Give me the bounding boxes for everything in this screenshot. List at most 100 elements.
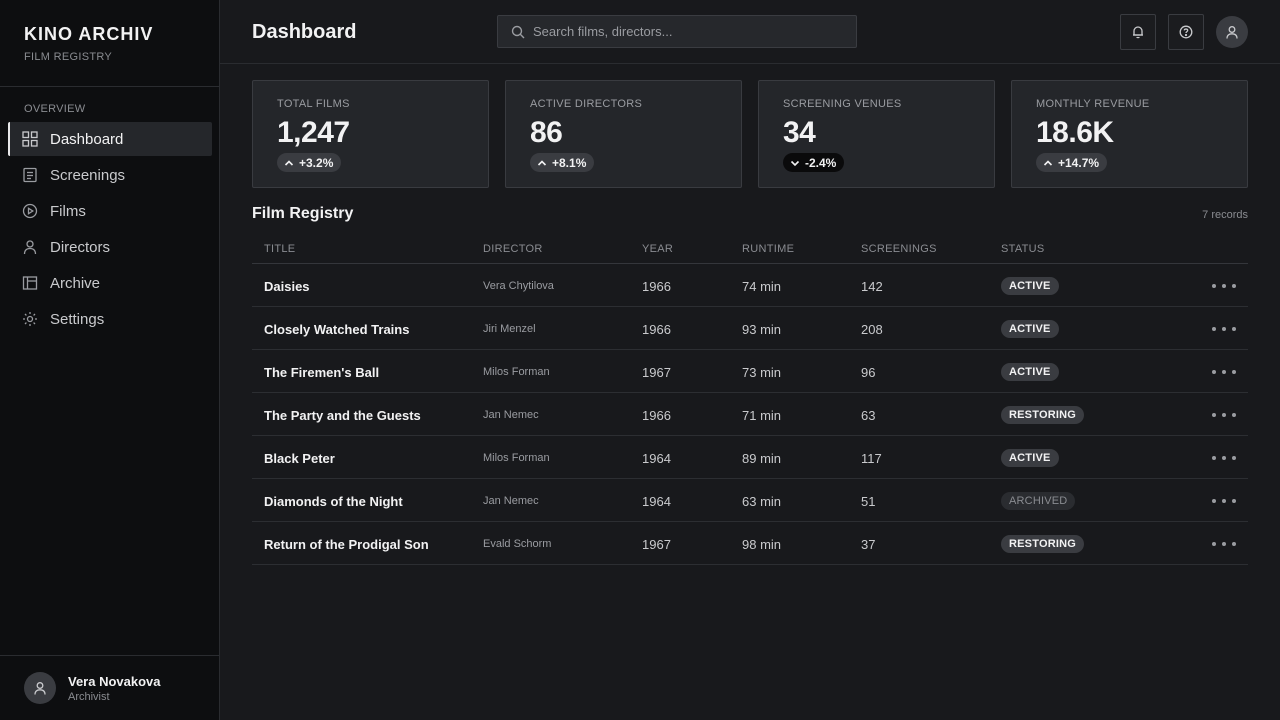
row-actions-button[interactable] xyxy=(1212,408,1236,422)
help-icon xyxy=(1179,25,1193,39)
film-title[interactable]: Black Peter xyxy=(264,451,335,466)
film-screenings: 208 xyxy=(861,322,883,337)
stat-label: TOTAL FILMS xyxy=(277,98,350,110)
stat-value: 86 xyxy=(530,116,563,149)
film-director: Jan Nemec xyxy=(483,409,539,421)
row-actions-button[interactable] xyxy=(1212,365,1236,379)
user-avatar-button[interactable] xyxy=(1216,16,1248,48)
table-row[interactable]: Diamonds of the Night Jan Nemec 1964 63 min… xyxy=(252,479,1248,522)
page-title: Dashboard xyxy=(252,21,357,43)
stat-value: 1,247 xyxy=(277,116,350,149)
more-dots-icon xyxy=(1222,456,1226,460)
status-badge: ARCHIVED xyxy=(1001,492,1076,510)
film-runtime: 74 min xyxy=(742,279,782,294)
sidebar-item-directors[interactable]: Directors xyxy=(8,230,212,264)
sidebar-item-archive[interactable]: Archive xyxy=(8,266,212,300)
film-screenings: 117 xyxy=(861,451,882,466)
film-screenings: 63 xyxy=(861,408,876,423)
sidebar-divider xyxy=(0,86,219,87)
table-row[interactable]: The Firemen's Ball Milos Forman 1967 73 min… xyxy=(252,350,1248,393)
film-title[interactable]: The Firemen's Ball xyxy=(264,365,380,380)
more-dots-icon xyxy=(1212,284,1216,288)
more-dots-icon xyxy=(1212,327,1216,331)
stat-delta-badge: -2.4% xyxy=(783,153,845,172)
more-dots-icon xyxy=(1222,413,1226,417)
more-dots-icon xyxy=(1212,370,1216,374)
stat-card-screening-venues: SCREENING VENUES 34 -2.4% xyxy=(758,80,995,188)
film-year: 1966 xyxy=(642,279,671,294)
stat-card-monthly-revenue: MONTHLY REVENUE 18.6K +14.7% xyxy=(1011,80,1248,188)
column-header-year[interactable]: YEAR xyxy=(642,243,674,255)
archive-icon xyxy=(22,275,38,291)
film-title[interactable]: Return of the Prodigal Son xyxy=(264,537,429,552)
row-actions-button[interactable] xyxy=(1212,451,1236,465)
more-dots-icon xyxy=(1222,370,1226,374)
status-badge: ACTIVE xyxy=(1001,449,1059,467)
film-runtime: 89 min xyxy=(742,451,782,466)
status-badge: ACTIVE xyxy=(1001,277,1059,295)
film-title[interactable]: Diamonds of the Night xyxy=(264,494,403,509)
chevron-up-icon xyxy=(283,157,295,169)
more-dots-icon xyxy=(1222,327,1226,331)
notifications-button[interactable] xyxy=(1120,14,1156,50)
table-row[interactable]: Closely Watched Trains Jiri Menzel 1966 93 … xyxy=(252,307,1248,350)
row-actions-button[interactable] xyxy=(1212,279,1236,293)
film-runtime: 71 min xyxy=(742,408,782,423)
film-title[interactable]: The Party and the Guests xyxy=(264,408,421,423)
film-year: 1966 xyxy=(642,408,671,423)
grid-icon xyxy=(22,131,38,147)
film-title[interactable]: Daisies xyxy=(264,279,310,294)
row-actions-button[interactable] xyxy=(1212,494,1236,508)
sidebar-item-dashboard[interactable]: Dashboard xyxy=(8,122,212,156)
stat-delta-badge: +14.7% xyxy=(1036,153,1108,172)
film-runtime: 63 min xyxy=(742,494,782,509)
stat-value: 18.6K xyxy=(1036,116,1114,149)
user-profile[interactable]: Vera Novakova Archivist xyxy=(24,672,161,704)
brand: KINO ARCHIV FILM REGISTRY xyxy=(24,24,153,63)
table-row[interactable]: Black Peter Milos Forman 1964 89 min 117 ACTI… xyxy=(252,436,1248,479)
column-header-director[interactable]: DIRECTOR xyxy=(483,243,543,255)
status-badge: RESTORING xyxy=(1001,535,1084,553)
chevron-up-icon xyxy=(536,157,548,169)
film-year: 1966 xyxy=(642,322,671,337)
document-icon xyxy=(22,167,38,183)
row-actions-button[interactable] xyxy=(1212,537,1236,551)
stat-delta: +3.2% xyxy=(299,155,334,170)
sidebar-item-settings[interactable]: Settings xyxy=(8,302,212,336)
help-button[interactable] xyxy=(1168,14,1204,50)
user-role: Archivist xyxy=(68,690,110,703)
search-icon xyxy=(511,25,525,39)
more-dots-icon xyxy=(1232,370,1236,374)
chevron-up-icon xyxy=(1042,157,1054,169)
row-actions-button[interactable] xyxy=(1212,322,1236,336)
more-dots-icon xyxy=(1212,542,1216,546)
column-header-runtime[interactable]: RUNTIME xyxy=(742,243,795,255)
table-row[interactable]: Daisies Vera Chytilova 1966 74 min 142 ACTIVE xyxy=(252,264,1248,307)
film-runtime: 93 min xyxy=(742,322,782,337)
search-input[interactable] xyxy=(533,24,833,39)
sidebar-item-films[interactable]: Films xyxy=(8,194,212,228)
more-dots-icon xyxy=(1222,499,1226,503)
column-header-title[interactable]: TITLE xyxy=(264,243,296,255)
search-box[interactable] xyxy=(497,15,857,48)
film-director: Jiri Menzel xyxy=(483,323,536,335)
sidebar-item-screenings[interactable]: Screenings xyxy=(8,158,212,192)
column-header-status[interactable]: STATUS xyxy=(1001,243,1045,255)
column-header-screenings[interactable]: SCREENINGS xyxy=(861,243,937,255)
stat-value: 34 xyxy=(783,116,816,149)
film-director: Evald Schorm xyxy=(483,538,552,550)
film-director: Milos Forman xyxy=(483,452,550,464)
play-circle-icon xyxy=(22,203,38,219)
brand-subtitle: FILM REGISTRY xyxy=(24,51,113,63)
table-row[interactable]: The Party and the Guests Jan Nemec 1966 71 … xyxy=(252,393,1248,436)
bell-icon xyxy=(1133,26,1143,39)
film-screenings: 51 xyxy=(861,494,876,509)
sidebar-section-label: OVERVIEW xyxy=(24,103,86,115)
status-badge: RESTORING xyxy=(1001,406,1084,424)
table-row[interactable]: Return of the Prodigal Son Evald Schorm 19… xyxy=(252,522,1248,565)
stat-delta-badge: +3.2% xyxy=(277,153,342,172)
brand-title: KINO ARCHIV xyxy=(24,24,154,44)
stat-card-active-directors: ACTIVE DIRECTORS 86 +8.1% xyxy=(505,80,742,188)
film-title[interactable]: Closely Watched Trains xyxy=(264,322,410,337)
sidebar-item-label: Films xyxy=(50,202,86,220)
